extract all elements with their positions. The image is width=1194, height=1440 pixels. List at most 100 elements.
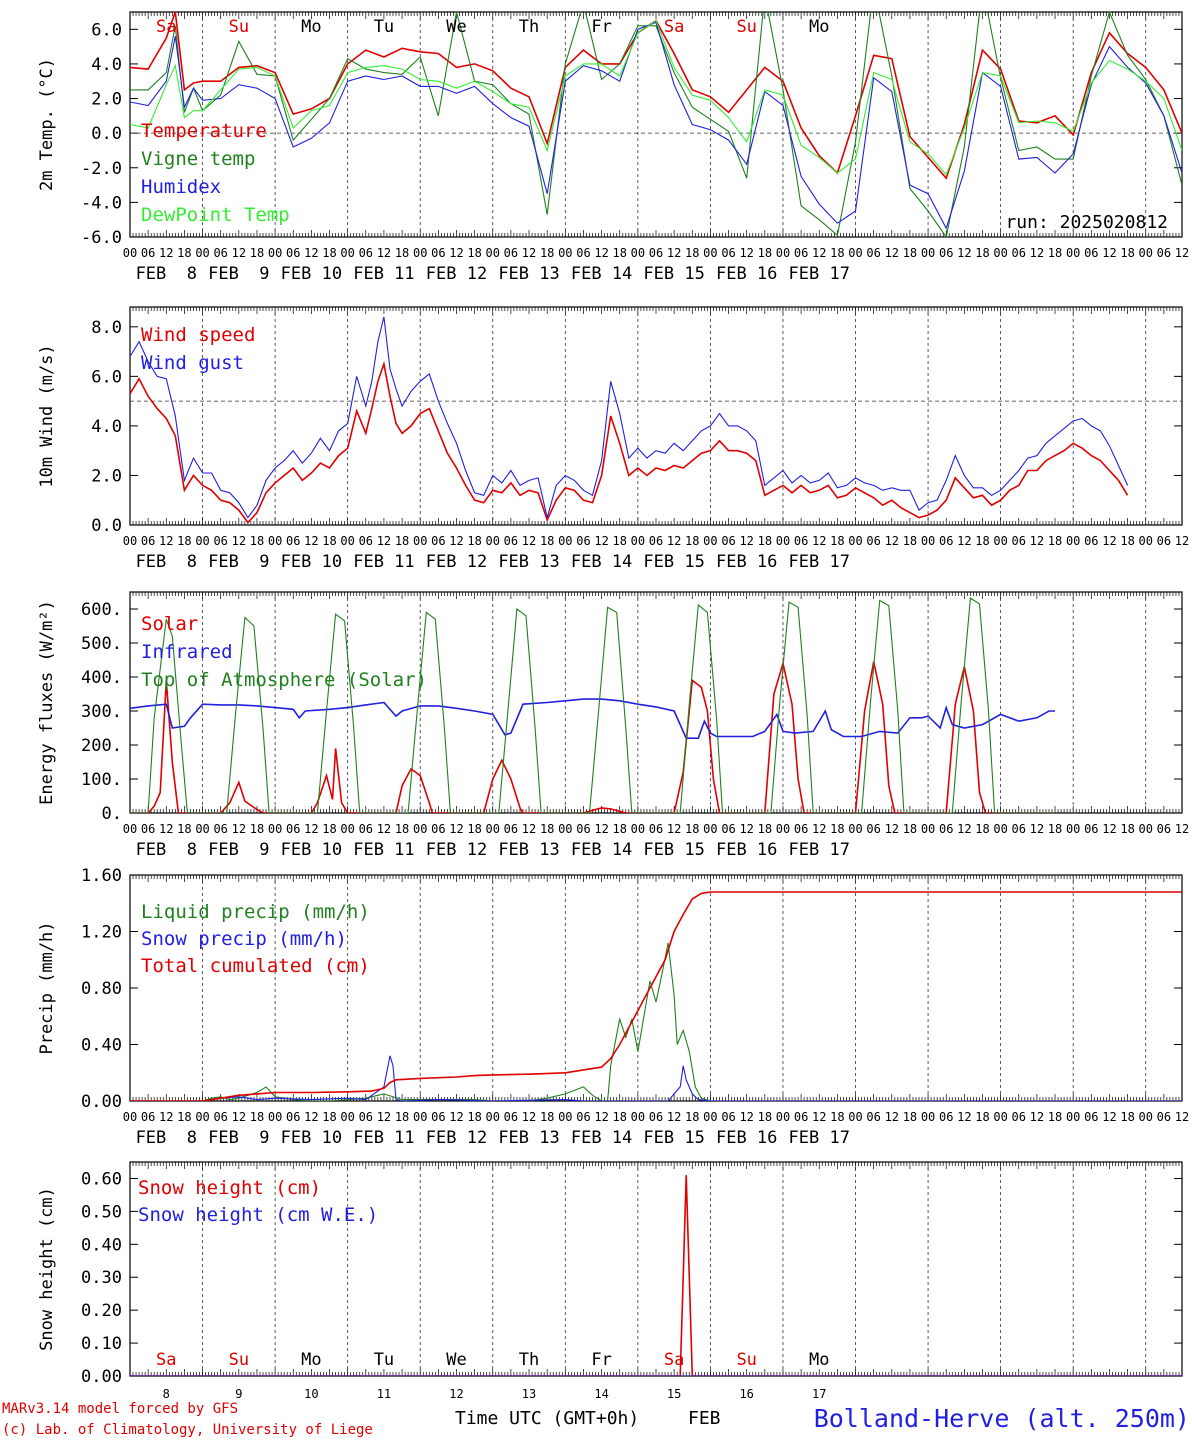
panel-frame [129, 591, 1183, 814]
day-label: FEB 15 [643, 840, 704, 860]
weekday-label-top: Sa [156, 17, 176, 37]
hour-tick-label: 00 [268, 246, 282, 260]
day-label: FEB 11 [353, 1128, 414, 1148]
y-tick-label: 200. [81, 736, 122, 756]
y-tick-label: 1.20 [81, 923, 122, 943]
hour-tick-label: 12 [304, 534, 318, 548]
hour-tick-label: 00 [848, 534, 862, 548]
hour-tick-label: 06 [1084, 822, 1098, 836]
hour-tick-label: 06 [1084, 1110, 1098, 1124]
hour-tick-label: 12 [1102, 1110, 1116, 1124]
legend-entry: Snow height (cm) [138, 1177, 321, 1199]
hour-tick-label: 12 [304, 822, 318, 836]
hour-tick-label: 12 [232, 534, 246, 548]
hour-tick-label: 18 [250, 246, 264, 260]
y-tick-label: 6.0 [91, 367, 122, 387]
y-tick-label: -6.0 [81, 228, 122, 248]
hour-tick-label: 18 [685, 822, 699, 836]
y-axis-label: Snow height (cm) [37, 1187, 57, 1351]
hour-tick-label: 00 [921, 246, 935, 260]
hour-tick-label: 18 [177, 822, 191, 836]
hour-tick-label: 06 [359, 1110, 373, 1124]
weekday-label-top: Su [229, 17, 249, 37]
hour-tick-label: 12 [594, 246, 608, 260]
day-label: FEB 14 [571, 840, 632, 860]
y-tick-label: 0.60 [81, 1169, 122, 1189]
hour-tick-label: 12 [449, 534, 463, 548]
hour-tick-label: 12 [812, 1110, 826, 1124]
hour-tick-label: 12 [957, 822, 971, 836]
hour-tick-label: 18 [612, 1110, 626, 1124]
lab-credit: (c) Lab. of Climatology, University of L… [2, 1422, 373, 1438]
day-label: FEB 14 [571, 1128, 632, 1148]
weekday-label-top: Th [519, 17, 539, 37]
hour-tick-label: 00 [268, 822, 282, 836]
hour-tick-label: 06 [286, 246, 300, 260]
series-line-wind-speed [130, 360, 1129, 524]
weekday-label-top: Tu [374, 17, 394, 37]
hour-tick-label: 18 [1120, 534, 1134, 548]
hour-tick-label: 00 [848, 246, 862, 260]
hour-tick-label: 06 [431, 534, 445, 548]
hour-tick-label: 18 [540, 822, 554, 836]
hour-tick-label: 18 [250, 534, 264, 548]
series-line-wind-gust [130, 316, 1129, 519]
hour-tick-label: 00 [413, 1110, 427, 1124]
hour-tick-label: 06 [939, 822, 953, 836]
hour-tick-label: 12 [1102, 534, 1116, 548]
day-label: FEB 15 [643, 552, 704, 572]
hour-tick-label: 18 [1048, 822, 1062, 836]
series-line-snow-precip-mm-h- [130, 1055, 1182, 1101]
day-label: FEB 10 [281, 552, 342, 572]
hour-tick-label: 06 [1012, 822, 1026, 836]
hour-tick-label: 18 [395, 246, 409, 260]
hour-tick-label: 00 [703, 822, 717, 836]
hour-tick-label: 00 [993, 822, 1007, 836]
hour-tick-label: 18 [467, 1110, 481, 1124]
hour-tick-label: 12 [377, 822, 391, 836]
weekday-label-bottom: Su [736, 1350, 756, 1370]
hour-tick-label: 12 [1102, 246, 1116, 260]
hour-tick-label: 00 [486, 246, 500, 260]
y-tick-label: 100. [81, 770, 122, 790]
legend-entry: Top of Atmosphere (Solar) [141, 669, 427, 691]
hour-tick-label: 00 [486, 822, 500, 836]
panel-frame [129, 306, 1183, 526]
y-axis-label: Precip (mm/h) [37, 921, 57, 1054]
hour-tick-label: 12 [885, 534, 899, 548]
hour-tick-label: 00 [195, 1110, 209, 1124]
hour-tick-label: 12 [1030, 822, 1044, 836]
day-number: 9 [235, 1387, 242, 1401]
hour-tick-label: 18 [1120, 1110, 1134, 1124]
hour-tick-label: 00 [993, 1110, 1007, 1124]
hour-tick-label: 18 [830, 534, 844, 548]
hour-tick-label: 18 [177, 534, 191, 548]
day-label: FEB 12 [426, 1128, 487, 1148]
day-label: FEB 16 [716, 552, 777, 572]
hour-tick-label: 06 [649, 246, 663, 260]
y-tick-label: 600. [81, 600, 122, 620]
series-line-solar [130, 660, 1055, 813]
hour-tick-label: 12 [449, 246, 463, 260]
hour-tick-label: 06 [141, 534, 155, 548]
hour-tick-label: 18 [467, 246, 481, 260]
hour-tick-label: 18 [395, 822, 409, 836]
hour-tick-label: 12 [159, 1110, 173, 1124]
hour-tick-label: 18 [975, 1110, 989, 1124]
day-label: FEB 11 [353, 840, 414, 860]
y-axis-label: Energy fluxes (W/m²) [37, 600, 57, 805]
hour-tick-label: 12 [812, 534, 826, 548]
hour-tick-label: 18 [1120, 822, 1134, 836]
hour-tick-label: 18 [467, 822, 481, 836]
hour-tick-label: 00 [1066, 246, 1080, 260]
hour-tick-label: 00 [268, 1110, 282, 1124]
hour-tick-label: 06 [1084, 534, 1098, 548]
series-line-humidex [130, 21, 1182, 230]
hour-tick-label: 18 [685, 246, 699, 260]
hour-tick-label: 12 [232, 246, 246, 260]
hour-tick-label: 18 [177, 246, 191, 260]
hour-tick-label: 00 [486, 534, 500, 548]
hour-tick-label: 00 [123, 246, 137, 260]
hour-tick-label: 06 [504, 534, 518, 548]
weekday-label-bottom: Tu [374, 1350, 394, 1370]
